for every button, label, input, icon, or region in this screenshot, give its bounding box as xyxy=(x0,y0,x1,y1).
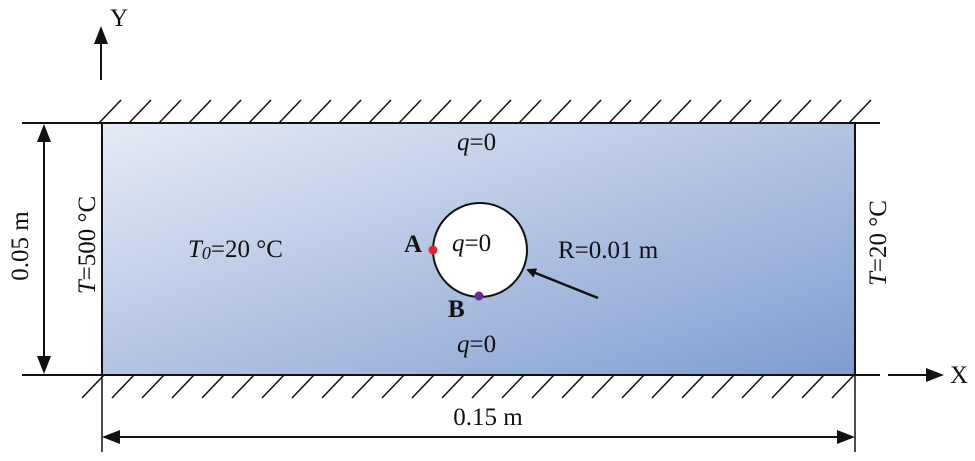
width-dimension xyxy=(101,375,856,452)
bottom-boundary-condition: q=0 xyxy=(457,331,496,358)
left-boundary-condition: T=500 °C xyxy=(74,196,101,294)
hatch-mark xyxy=(248,99,272,124)
hatch-mark xyxy=(231,374,255,399)
hatch-mark xyxy=(81,374,105,399)
hatch-mark xyxy=(711,374,735,399)
width-label: 0.15 m xyxy=(453,404,523,431)
hatch-mark xyxy=(608,99,632,124)
hatch-mark xyxy=(741,374,765,399)
hatch-mark xyxy=(171,374,195,399)
hatch-mark xyxy=(278,99,302,124)
point-b-marker xyxy=(474,291,484,301)
hatch-mark xyxy=(111,374,135,399)
hatch-mark xyxy=(398,99,422,124)
hatch-mark xyxy=(638,99,662,124)
hatch-mark xyxy=(848,99,872,124)
hatch-mark xyxy=(801,374,825,399)
height-dimension xyxy=(37,124,51,374)
hatch-mark xyxy=(681,374,705,399)
hatch-mark xyxy=(531,374,555,399)
hatch-mark xyxy=(441,374,465,399)
hatch-mark xyxy=(458,99,482,124)
hatch-mark xyxy=(308,99,332,124)
radius-label: R=0.01 m xyxy=(558,237,659,264)
x-axis: X xyxy=(888,362,968,389)
hatch-mark xyxy=(98,99,122,124)
hatch-mark xyxy=(728,99,752,124)
hatch-mark xyxy=(548,99,572,124)
hatch-mark xyxy=(518,99,542,124)
point-a-label: A xyxy=(404,231,422,258)
hatch-mark xyxy=(201,374,225,399)
hatch-mark xyxy=(321,374,345,399)
radius-pointer-arrow xyxy=(526,268,599,300)
bottom-wall-hatching xyxy=(81,374,855,399)
hatch-mark xyxy=(218,99,242,124)
hatch-mark xyxy=(651,374,675,399)
hatch-mark xyxy=(411,374,435,399)
hatch-mark xyxy=(698,99,722,124)
hatch-mark xyxy=(488,99,512,124)
hatch-mark xyxy=(128,99,152,124)
y-axis-label: Y xyxy=(110,5,128,32)
hatch-mark xyxy=(831,374,855,399)
hatch-mark xyxy=(621,374,645,399)
y-axis: Y xyxy=(94,5,128,80)
hatch-mark xyxy=(368,99,392,124)
hatch-mark xyxy=(758,99,782,124)
hatch-mark xyxy=(158,99,182,124)
hatch-mark xyxy=(788,99,812,124)
hatch-mark xyxy=(771,374,795,399)
hatch-mark xyxy=(351,374,375,399)
point-a-marker xyxy=(428,245,438,255)
right-boundary-condition: T=20 °C xyxy=(865,200,892,286)
hatch-mark xyxy=(591,374,615,399)
height-label: 0.05 m xyxy=(7,211,34,281)
hatch-mark xyxy=(578,99,602,124)
hatch-mark xyxy=(261,374,285,399)
hatch-mark xyxy=(428,99,452,124)
x-axis-label: X xyxy=(950,362,968,389)
initial-temperature: T0=20 °C xyxy=(188,236,283,263)
top-wall-hatching xyxy=(98,99,872,124)
hatch-mark xyxy=(291,374,315,399)
hatch-mark xyxy=(561,374,585,399)
hatch-mark xyxy=(501,374,525,399)
point-b-label: B xyxy=(448,296,465,323)
top-boundary-condition: q=0 xyxy=(457,129,496,156)
hatch-mark xyxy=(188,99,212,124)
hatch-mark xyxy=(338,99,362,124)
hatch-mark xyxy=(818,99,842,124)
hole-condition: q=0 xyxy=(452,230,491,257)
hatch-mark xyxy=(141,374,165,399)
hatch-mark xyxy=(668,99,692,124)
hatch-mark xyxy=(381,374,405,399)
hatch-mark xyxy=(471,374,495,399)
